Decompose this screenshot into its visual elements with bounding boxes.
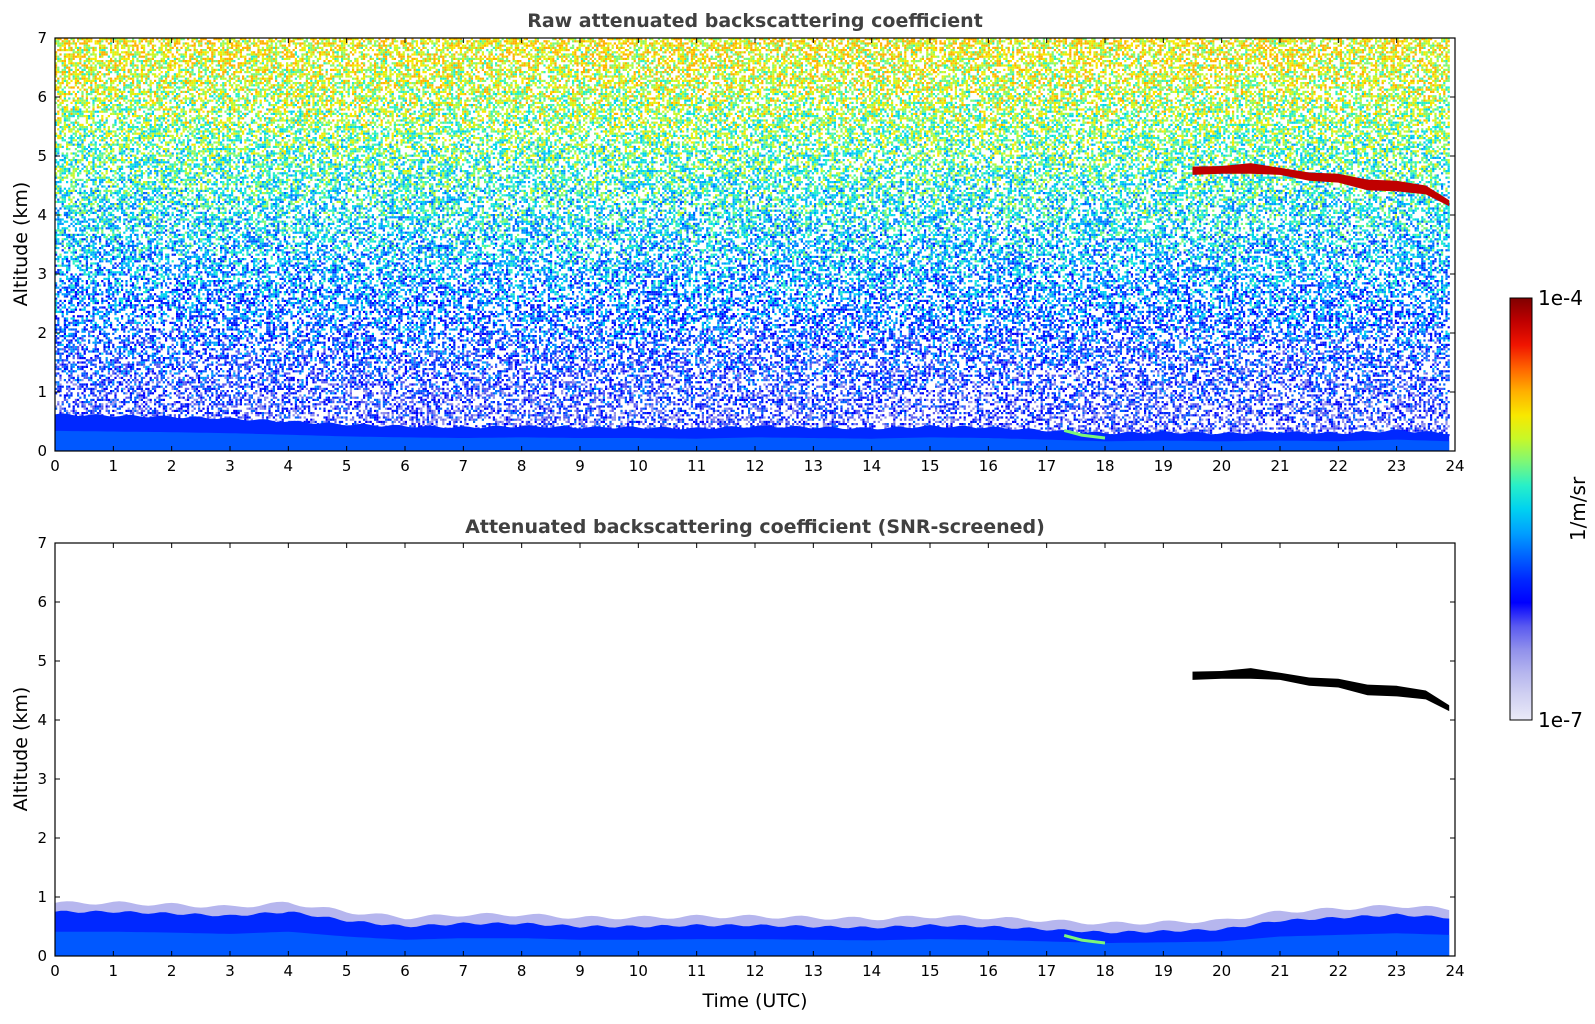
colorbar-scale bbox=[1510, 298, 1532, 720]
x-tick-label: 8 bbox=[517, 962, 527, 980]
y-tick-label: 2 bbox=[37, 829, 47, 847]
x-tick-label: 9 bbox=[575, 962, 585, 980]
x-tick-label: 11 bbox=[687, 457, 706, 475]
x-tick-label: 4 bbox=[284, 962, 294, 980]
x-tick-label: 2 bbox=[167, 962, 177, 980]
panel-screened-ylabel: Altitude (km) bbox=[10, 687, 32, 812]
panel-raw: Raw attenuated backscattering coefficien… bbox=[10, 10, 1465, 475]
x-tick-label: 0 bbox=[50, 457, 60, 475]
y-tick-label: 3 bbox=[37, 770, 47, 788]
x-tick-label: 15 bbox=[920, 962, 939, 980]
x-tick-label: 16 bbox=[979, 962, 998, 980]
y-tick-label: 0 bbox=[37, 442, 47, 460]
x-tick-label: 7 bbox=[459, 962, 469, 980]
x-tick-label: 7 bbox=[459, 457, 469, 475]
x-tick-label: 21 bbox=[1270, 962, 1289, 980]
x-tick-label: 21 bbox=[1270, 457, 1289, 475]
x-tick-label: 0 bbox=[50, 962, 60, 980]
x-tick-label: 1 bbox=[109, 457, 119, 475]
x-tick-label: 19 bbox=[1154, 457, 1173, 475]
y-tick-label: 4 bbox=[37, 206, 47, 224]
plot-background bbox=[55, 543, 1455, 956]
y-tick-label: 1 bbox=[37, 383, 47, 401]
colorbar-min-label: 1e-7 bbox=[1538, 708, 1583, 732]
x-tick-label: 3 bbox=[225, 962, 235, 980]
y-tick-label: 3 bbox=[37, 265, 47, 283]
y-tick-label: 4 bbox=[37, 711, 47, 729]
y-tick-label: 7 bbox=[37, 534, 47, 552]
x-tick-label: 13 bbox=[804, 457, 823, 475]
panel-screened: Attenuated backscattering coefficient (S… bbox=[10, 516, 1465, 1012]
x-tick-label: 4 bbox=[284, 457, 294, 475]
x-tick-label: 10 bbox=[629, 457, 648, 475]
x-tick-label: 6 bbox=[400, 457, 410, 475]
x-tick-label: 9 bbox=[575, 457, 585, 475]
x-tick-label: 18 bbox=[1095, 962, 1114, 980]
x-tick-label: 24 bbox=[1445, 457, 1464, 475]
y-tick-label: 7 bbox=[37, 29, 47, 47]
x-tick-label: 5 bbox=[342, 962, 352, 980]
x-tick-label: 6 bbox=[400, 962, 410, 980]
x-tick-label: 14 bbox=[862, 457, 881, 475]
x-tick-label: 12 bbox=[745, 962, 764, 980]
x-tick-label: 11 bbox=[687, 962, 706, 980]
y-tick-label: 6 bbox=[37, 593, 47, 611]
lidar-figure: Raw attenuated backscattering coefficien… bbox=[0, 0, 1595, 1020]
x-tick-label: 20 bbox=[1212, 962, 1231, 980]
y-tick-label: 5 bbox=[37, 147, 47, 165]
x-tick-label: 8 bbox=[517, 457, 527, 475]
y-tick-label: 0 bbox=[37, 947, 47, 965]
panel-screened-plot-area bbox=[55, 543, 1455, 956]
colorbar: 1e-4 1e-7 1/m/sr bbox=[1510, 286, 1590, 732]
panel-raw-plot-area bbox=[55, 38, 1455, 452]
x-tick-label: 17 bbox=[1037, 962, 1056, 980]
x-tick-label: 24 bbox=[1445, 962, 1464, 980]
colorbar-max-label: 1e-4 bbox=[1538, 286, 1583, 310]
panel-raw-title: Raw attenuated backscattering coefficien… bbox=[527, 10, 983, 32]
x-tick-label: 14 bbox=[862, 962, 881, 980]
x-tick-label: 1 bbox=[109, 962, 119, 980]
x-tick-label: 16 bbox=[979, 457, 998, 475]
x-tick-label: 22 bbox=[1329, 962, 1348, 980]
x-tick-label: 23 bbox=[1387, 962, 1406, 980]
y-tick-label: 6 bbox=[37, 88, 47, 106]
x-tick-label: 12 bbox=[745, 457, 764, 475]
y-tick-label: 2 bbox=[37, 324, 47, 342]
colorbar-unit-label: 1/m/sr bbox=[1566, 476, 1590, 541]
panel-screened-xlabel: Time (UTC) bbox=[701, 990, 807, 1012]
x-tick-label: 10 bbox=[629, 962, 648, 980]
x-tick-label: 5 bbox=[342, 457, 352, 475]
x-tick-label: 22 bbox=[1329, 457, 1348, 475]
x-tick-label: 15 bbox=[920, 457, 939, 475]
panel-raw-ylabel: Altitude (km) bbox=[10, 182, 32, 307]
y-tick-label: 5 bbox=[37, 652, 47, 670]
x-tick-label: 2 bbox=[167, 457, 177, 475]
x-tick-label: 13 bbox=[804, 962, 823, 980]
panel-screened-title: Attenuated backscattering coefficient (S… bbox=[465, 516, 1045, 538]
x-tick-label: 20 bbox=[1212, 457, 1231, 475]
x-tick-label: 18 bbox=[1095, 457, 1114, 475]
x-tick-label: 23 bbox=[1387, 457, 1406, 475]
y-tick-label: 1 bbox=[37, 888, 47, 906]
x-tick-label: 19 bbox=[1154, 962, 1173, 980]
x-tick-label: 3 bbox=[225, 457, 235, 475]
x-tick-label: 17 bbox=[1037, 457, 1056, 475]
